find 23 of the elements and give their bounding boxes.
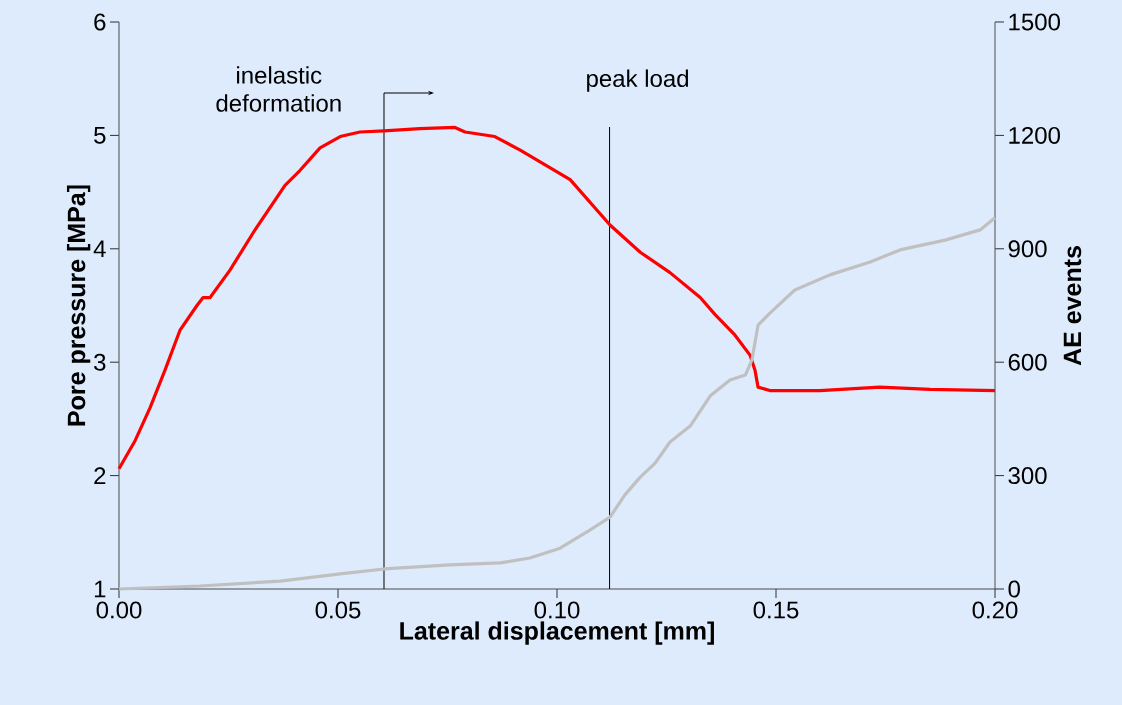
y-tick-label: 1 — [94, 580, 106, 598]
y-tick-label: 6 — [94, 13, 106, 31]
x-tick-label: 0.20 — [972, 601, 1018, 619]
x-tick-label: 0.15 — [753, 601, 799, 619]
x-tick-label: 0.05 — [315, 601, 361, 619]
x-axis-title: Lateral displacement [mm] — [400, 621, 714, 645]
y2-tick-label: 600 — [1008, 353, 1047, 371]
y2-tick-label: 1200 — [1009, 126, 1060, 144]
y2-tick-label: 1500 — [1009, 13, 1060, 31]
y2-axis-title: AE events — [1063, 246, 1082, 366]
line-series — [117, 125, 997, 471]
ref-line-label: inelastic deformation — [216, 66, 341, 112]
y-axis-title: Pore pressure [MPa] — [66, 185, 91, 426]
y-tick-label: 2 — [94, 467, 106, 484]
x-tick-label: 0.10 — [534, 601, 580, 619]
x-tick-label: 0.00 — [96, 601, 142, 619]
y2-tick-label: 900 — [1008, 240, 1047, 258]
y-tick-label: 3 — [94, 353, 106, 371]
y2-tick-label: 0 — [1008, 580, 1020, 598]
y-tick-label: 5 — [94, 127, 106, 144]
ref-line-label: peak load — [587, 69, 689, 92]
y-tick-label: 4 — [93, 240, 106, 258]
y2-tick-label: 300 — [1008, 467, 1047, 485]
